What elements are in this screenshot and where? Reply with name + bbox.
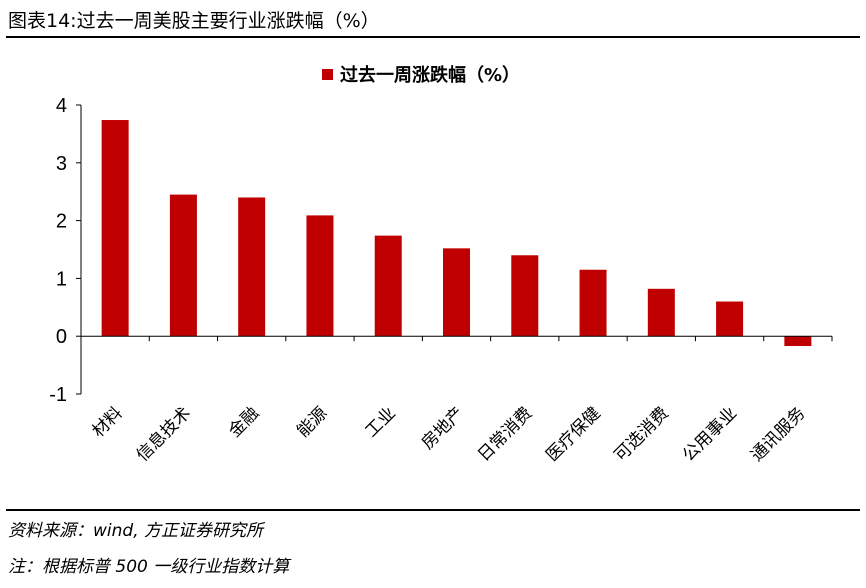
bar: [716, 301, 744, 337]
x-tick-label: 金融: [225, 403, 263, 441]
x-tick-label: 公用事业: [679, 403, 741, 465]
bar: [511, 255, 539, 337]
y-tick-label: 1: [56, 268, 67, 290]
y-tick-label: 0: [56, 326, 67, 348]
x-tick-label: 医疗保健: [542, 403, 604, 465]
x-tick-label: 房地产: [418, 403, 468, 453]
bars: [101, 120, 812, 347]
figure-title: 图表14:过去一周美股主要行业涨跌幅（%）: [8, 10, 380, 32]
bottom-rule: [6, 509, 860, 511]
x-tick-label: 材料: [88, 403, 126, 441]
bar: [374, 235, 402, 337]
bar: [784, 336, 812, 347]
bar: [306, 215, 334, 337]
x-tick-label: 信息技术: [133, 403, 195, 465]
x-tick-label: 通讯服务: [747, 403, 809, 465]
x-tick-label: 能源: [293, 403, 331, 441]
y-tick-label: 2: [56, 211, 67, 233]
legend-label: 过去一周涨跌幅（%）: [340, 64, 520, 86]
x-tick-label: 工业: [362, 403, 400, 441]
x-tick-label: 可选消费: [611, 403, 673, 465]
y-tick-label: 4: [56, 95, 67, 117]
y-axis: -1 0 1 2 3 4: [49, 95, 82, 406]
bar: [238, 197, 266, 337]
legend: 过去一周涨跌幅（%）: [322, 64, 520, 86]
bar: [579, 269, 607, 337]
y-tick-label: -1: [49, 384, 67, 406]
x-axis: 材料 信息技术 金融 能源 工业 房地产 日常消费 医疗保健 可选消费 公用事业 通讯服务: [80, 335, 833, 466]
legend-swatch: [322, 69, 333, 80]
bar: [101, 120, 129, 337]
bar: [169, 194, 197, 337]
x-tick-label: 日常消费: [474, 403, 536, 465]
footnote: 注：根据标普 500 一级行业指数计算: [8, 557, 290, 577]
bar: [443, 248, 470, 337]
bar: [647, 288, 675, 337]
y-tick-label: 3: [56, 153, 67, 175]
top-rule: [6, 36, 860, 38]
source-note: 资料来源：wind, 方正证券研究所: [8, 521, 263, 541]
